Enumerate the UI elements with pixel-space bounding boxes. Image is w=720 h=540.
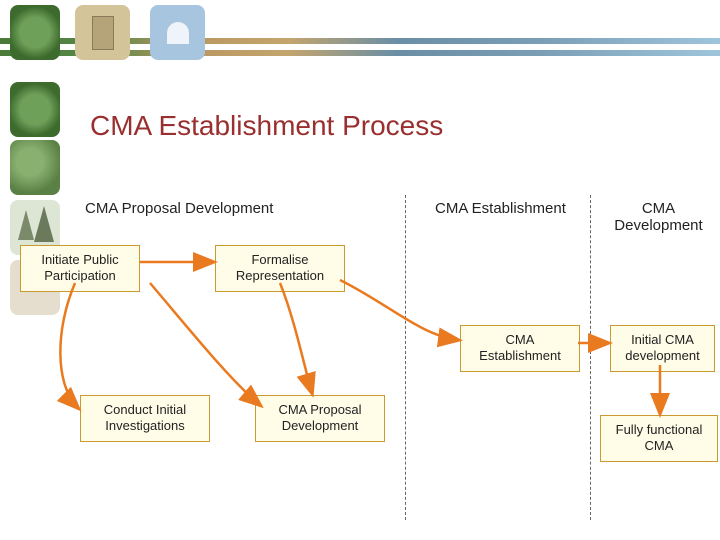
box-formalise-representation: FormaliseRepresentation [215,245,345,292]
box-cma-establishment: CMAEstablishment [460,325,580,372]
phase-divider-2 [590,195,591,520]
phase-label-establishment: CMA Establishment [435,200,566,217]
building-icon [75,5,130,60]
phase-label-proposal-development: CMA Proposal Development [85,200,273,217]
worker-icon [150,5,205,60]
page-title: CMA Establishment Process [90,110,443,142]
leaf-icon [10,5,60,60]
phase-divider-1 [405,195,406,520]
box-cma-proposal-development: CMA ProposalDevelopment [255,395,385,442]
box-fully-functional-cma: Fully functionalCMA [600,415,718,462]
seed-icon [10,140,60,195]
box-initiate-public-participation: Initiate PublicParticipation [20,245,140,292]
phase-label-development: CMA Development [597,200,720,234]
box-initial-cma-development: Initial CMAdevelopment [610,325,715,372]
box-conduct-initial-investigations: Conduct InitialInvestigations [80,395,210,442]
leaf-icon [10,82,60,137]
